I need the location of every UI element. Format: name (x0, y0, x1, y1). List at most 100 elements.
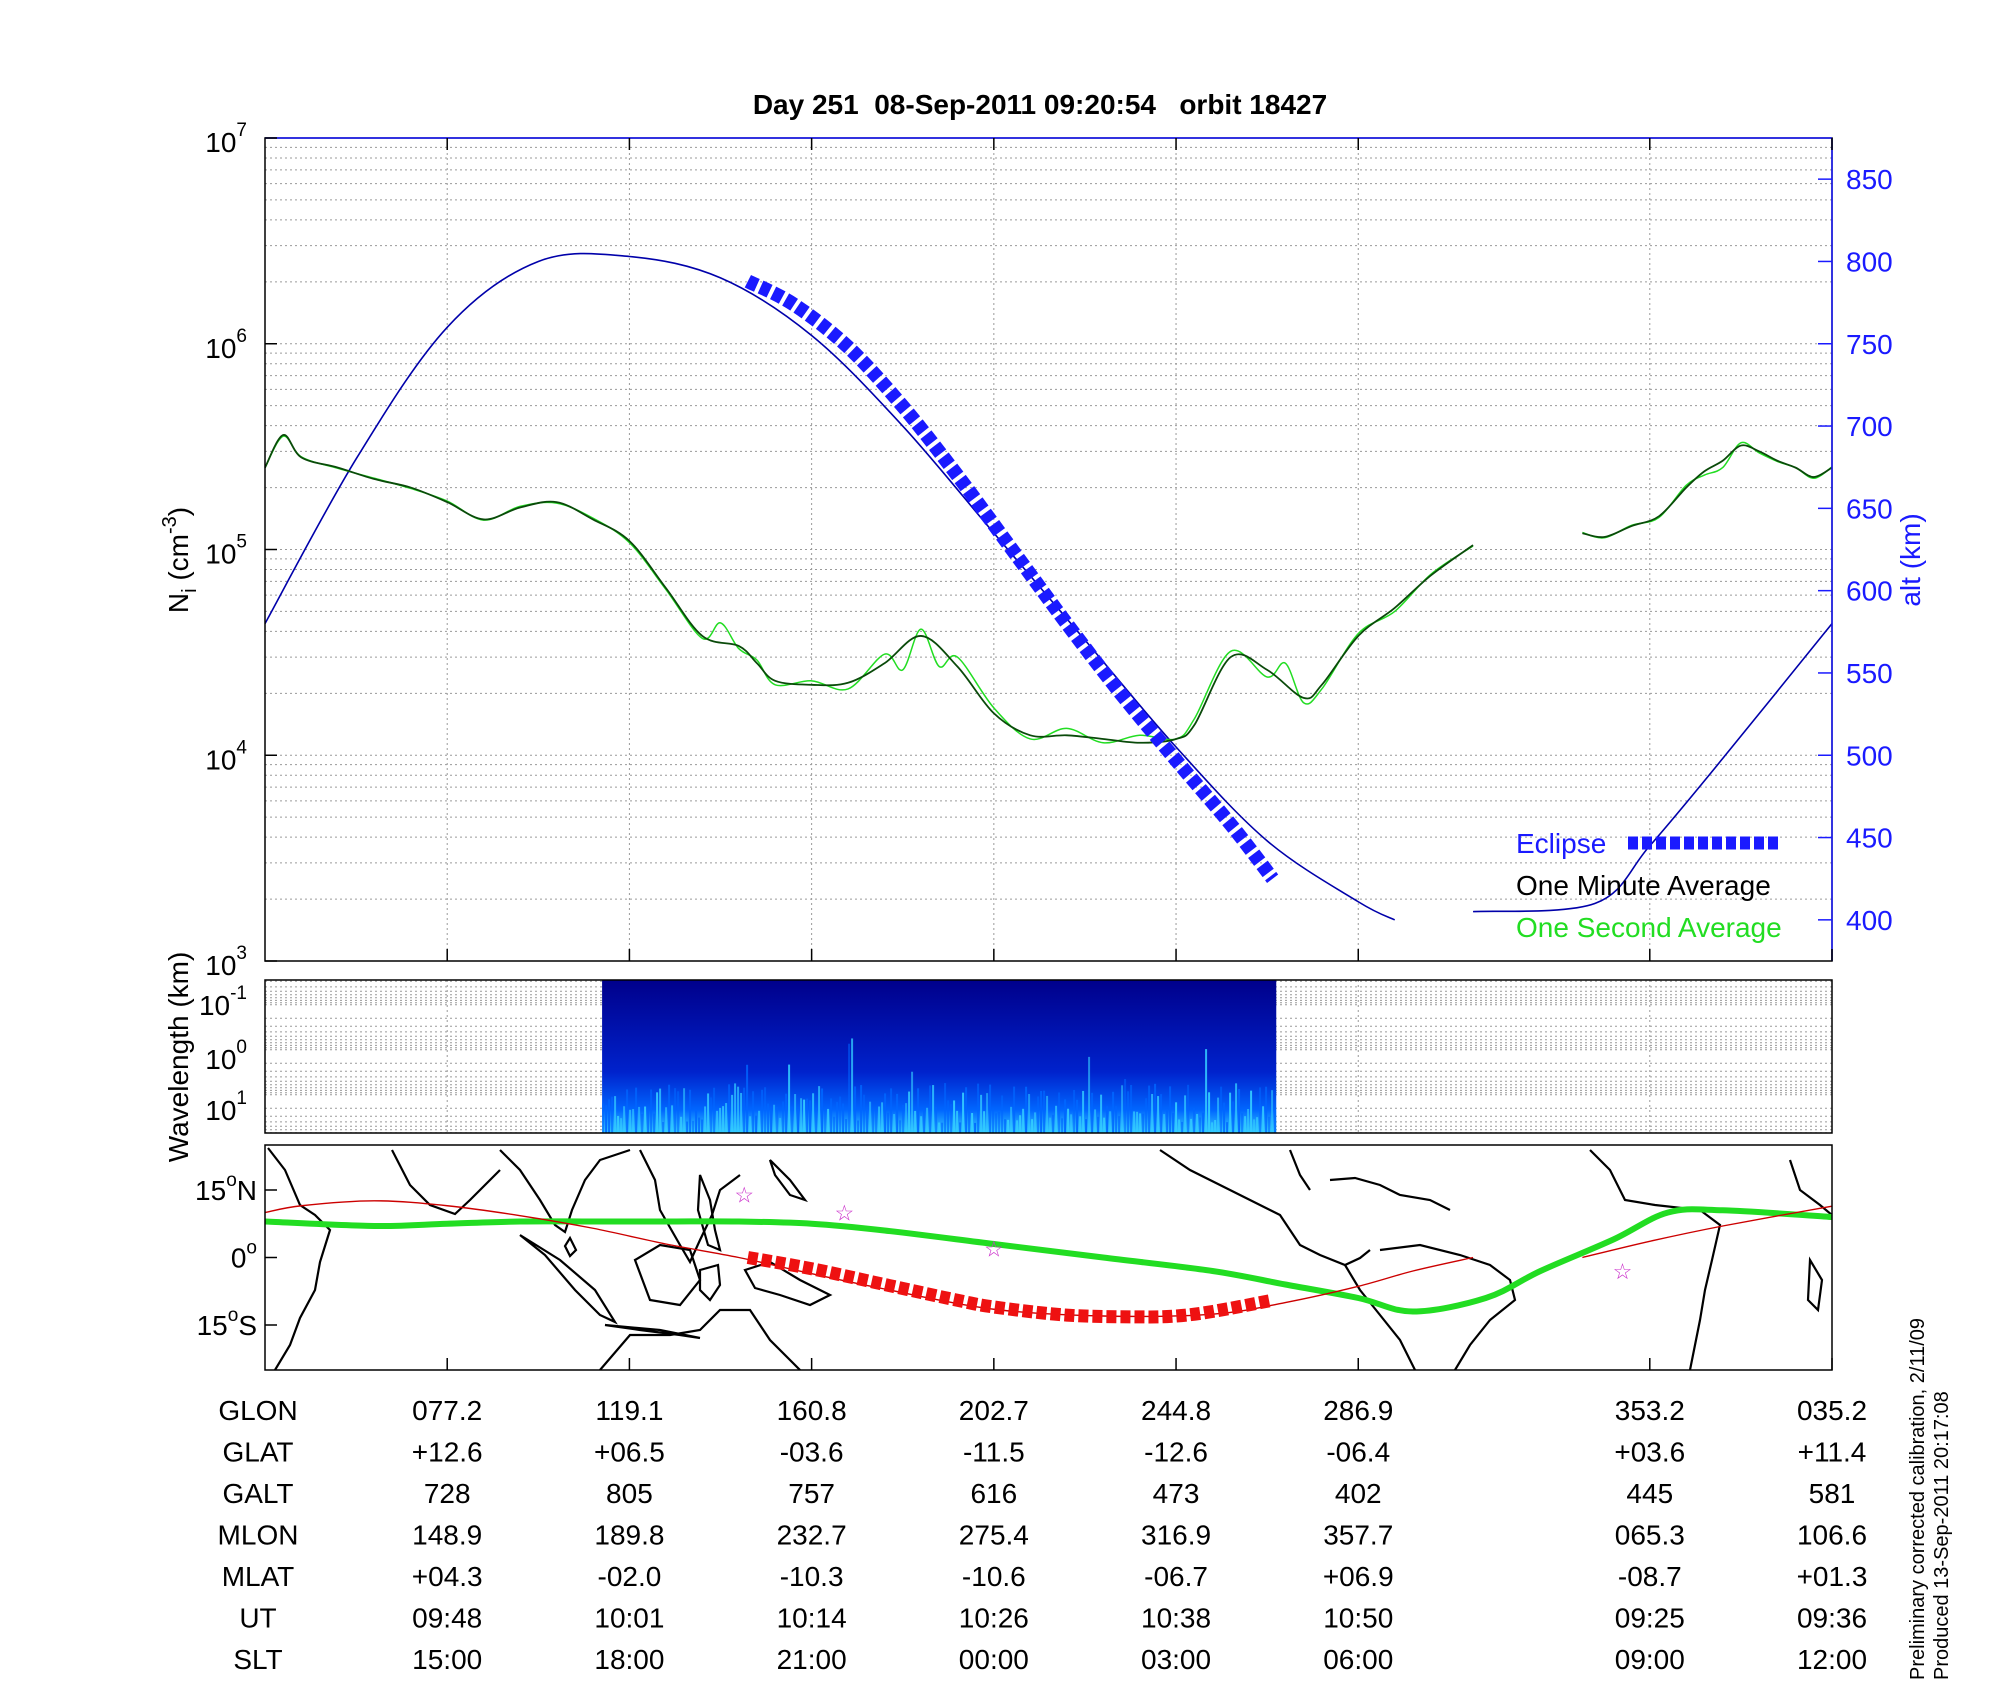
spectro-streak (620, 1118, 623, 1133)
spectro-streak (1187, 1084, 1190, 1133)
spectro-streak (1127, 1091, 1130, 1133)
spectro-streak (755, 1115, 758, 1133)
spectro-streak (950, 1104, 953, 1133)
spectro-streak (1067, 1108, 1070, 1133)
spectro-streak (1259, 1087, 1262, 1133)
spectro-streak (836, 1102, 839, 1133)
spectro-streak (1151, 1093, 1154, 1133)
spectro-streak (602, 1103, 605, 1133)
spectro-streak (1037, 1096, 1040, 1133)
spectro-streak (1226, 1122, 1229, 1133)
alt-tick-label: 550 (1846, 658, 1893, 689)
spectro-streak (1247, 1108, 1250, 1133)
table-cell: 12:00 (1797, 1644, 1867, 1675)
spectro-streak (881, 1102, 884, 1133)
spectro-streak (617, 1115, 620, 1133)
spectro-streak (1109, 1111, 1112, 1133)
spectro-streak (1166, 1108, 1169, 1133)
ylabel-unit-pre: (cm (163, 534, 194, 588)
coast-north-america (1159, 1149, 1371, 1267)
spectro-streak (713, 1087, 716, 1133)
spectro-streak (1052, 1114, 1055, 1133)
y-tick-label: 104 (205, 737, 247, 775)
spectro-streak (761, 1089, 764, 1133)
spectro-streak (698, 1117, 701, 1133)
spectro-streak (1256, 1117, 1259, 1133)
spectro-streak (1124, 1079, 1127, 1133)
spectro-streak (1055, 1105, 1058, 1133)
spectro-streak (1196, 1113, 1199, 1133)
table-cell: 065.3 (1615, 1520, 1685, 1551)
spectro-streak (647, 1110, 650, 1133)
spectro-streak (905, 1103, 908, 1133)
spectro-streak (902, 1104, 905, 1133)
y-axis-label-left: Ni (cm-3) (159, 507, 201, 613)
spectro-streak (605, 1105, 608, 1133)
table-cell: 06:00 (1323, 1644, 1393, 1675)
spectro-streak (917, 1088, 920, 1133)
spectro-streak (641, 1114, 644, 1133)
spectro-streak (800, 1098, 803, 1133)
table-cell: 106.6 (1797, 1520, 1867, 1551)
spectro-streak (1157, 1096, 1160, 1133)
spectrogram-image (602, 980, 1277, 1133)
spectro-streak (662, 1122, 665, 1133)
spectro-streak (899, 1120, 902, 1133)
spectro-streak (1076, 1099, 1079, 1133)
table-cell: +04.3 (412, 1561, 483, 1592)
table-cell: 10:01 (594, 1603, 664, 1634)
spectro-streak (689, 1089, 692, 1133)
table-cell: -03.6 (780, 1437, 844, 1468)
spectro-streak (920, 1116, 923, 1133)
spectro-streak (1130, 1084, 1133, 1133)
spectro-streak (1238, 1089, 1241, 1133)
table-cell: 077.2 (412, 1395, 482, 1426)
spectro-streak (896, 1093, 899, 1133)
table-cell: 728 (424, 1478, 471, 1509)
spectro-streak (932, 1085, 935, 1133)
spectro-streak (998, 1111, 1001, 1133)
station-star-icon: ☆ (835, 1201, 855, 1226)
spectro-streak (1262, 1106, 1265, 1133)
table-cell: -02.0 (598, 1561, 662, 1592)
spectro-streak (1031, 1119, 1034, 1133)
spectro-streak (863, 1094, 866, 1133)
spectrogram-panel: 10-1 100 101 Wavelength (km) (163, 952, 1833, 1162)
spectro-streak (935, 1107, 938, 1133)
spectro-streak (677, 1091, 680, 1133)
spectro-streak (614, 1096, 617, 1133)
alt-tick-label: 400 (1846, 905, 1893, 936)
spectro-streak (938, 1122, 941, 1133)
spectro-streak (1022, 1108, 1025, 1133)
spectro-streak (1163, 1114, 1166, 1133)
spectro-streak (773, 1104, 776, 1133)
legend-label-second: One Second Average (1516, 912, 1782, 943)
spectro-streak (1004, 1119, 1007, 1133)
spectro-streak (1223, 1102, 1226, 1133)
alt-tick-label: 800 (1846, 246, 1893, 277)
one-minute-average-line (264, 434, 1474, 744)
spectro-streak (1049, 1117, 1052, 1133)
table-row-label: GLAT (222, 1437, 293, 1468)
spectro-streak (1220, 1086, 1223, 1133)
footnote-produced: Produced 13-Sep-2011 20:17:08 (1931, 1391, 1953, 1680)
table-cell: 10:38 (1141, 1603, 1211, 1634)
spectro-streak (1034, 1112, 1037, 1133)
spectro-streak (806, 1098, 809, 1133)
spectro-streak (839, 1096, 842, 1133)
spectro-streak (656, 1092, 659, 1133)
map-lat-label: 15oS (197, 1305, 257, 1341)
map-axes-box (264, 1144, 1833, 1371)
table-row-label: SLT (233, 1644, 282, 1675)
eclipse-segment (744, 274, 1279, 883)
spectro-streak (626, 1089, 629, 1133)
spectro-streak (980, 1094, 983, 1133)
spectro-streak (794, 1094, 797, 1133)
spectro-streak (1235, 1083, 1238, 1133)
spectro-streak (785, 1093, 788, 1133)
spectro-streak (1232, 1101, 1235, 1133)
spectro-streak (1244, 1116, 1247, 1133)
coast-africa-east2 (1788, 1159, 1832, 1216)
spectro-streak (851, 1038, 854, 1133)
